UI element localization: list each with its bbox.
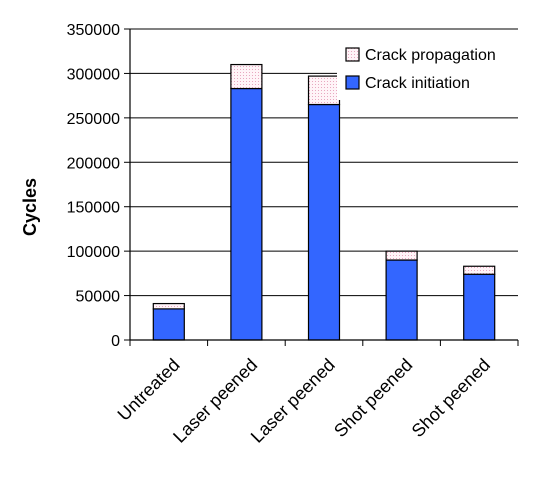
y-tick-label: 350000 <box>67 22 120 39</box>
x-tick-label: Shot peened <box>408 355 494 441</box>
bar-crack-propagation <box>385 250 418 261</box>
y-tick-label: 200000 <box>67 155 120 172</box>
y-tick-label: 250000 <box>67 111 120 128</box>
bar-crack-initiation <box>385 259 418 341</box>
bar-crack-initiation <box>230 87 263 341</box>
y-tick-label: 50000 <box>76 289 121 306</box>
bar-crack-initiation <box>152 308 185 341</box>
y-tick-labels: 0 50000 100000 150000 200000 250000 300000 3500… <box>67 22 120 350</box>
bar-crack-initiation <box>463 273 496 341</box>
legend-label: Crack propagation <box>365 47 496 64</box>
legend: Crack propagation Crack initiation <box>337 38 519 100</box>
bar-crack-propagation <box>230 63 263 90</box>
y-tick-label: 150000 <box>67 200 120 217</box>
y-tick-label: 100000 <box>67 244 120 261</box>
legend-background <box>337 38 519 100</box>
x-tick-label: Shot peened <box>330 355 416 441</box>
y-tick-label: 0 <box>111 333 120 350</box>
bars <box>152 63 496 341</box>
bar-crack-propagation <box>152 302 185 310</box>
y-axis-title: Cycles <box>20 178 40 236</box>
bar-crack-initiation <box>307 103 341 341</box>
bar-crack-propagation <box>307 75 341 106</box>
bar-crack-propagation <box>463 265 496 275</box>
legend-swatch <box>345 75 360 90</box>
y-tick-label: 300000 <box>67 66 120 83</box>
axes <box>124 28 519 346</box>
legend-label: Crack initiation <box>365 75 470 92</box>
legend-swatch <box>345 47 360 62</box>
x-tick-label: Untreated <box>114 355 184 425</box>
